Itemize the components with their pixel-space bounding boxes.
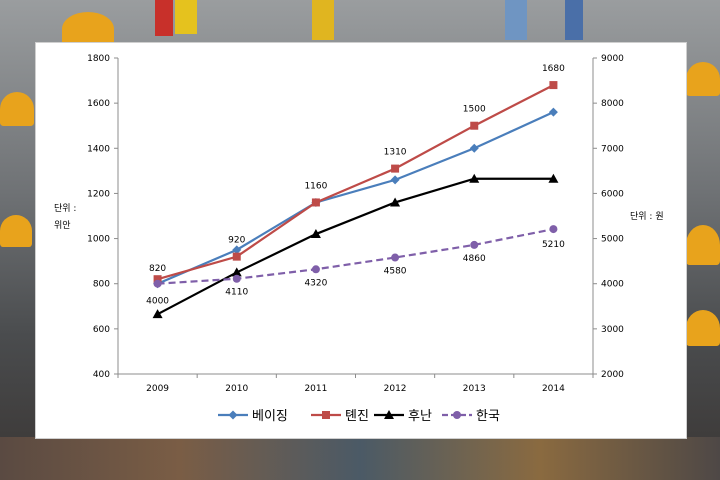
- series-2-data-label: 1500: [463, 105, 486, 115]
- left-tick-label: 1200: [87, 189, 110, 199]
- series-3-point: [231, 267, 242, 277]
- right-tick-label: 4000: [601, 280, 624, 290]
- series-1-point: [232, 245, 242, 255]
- series-2-point: [549, 81, 558, 90]
- series-2-point: [311, 198, 320, 207]
- series-1-point: [390, 175, 400, 185]
- series-4-data-label: 5210: [542, 240, 565, 250]
- series-3-line: [157, 177, 554, 316]
- series-4-data-label: 4000: [146, 297, 169, 307]
- series-4-line: [157, 228, 554, 285]
- x-tick-label: 2011: [304, 384, 327, 394]
- legend-marker-2: [322, 411, 330, 419]
- background-crowd-bottom: [0, 437, 720, 480]
- background-helmet-left: [62, 12, 114, 46]
- series-2-point: [470, 121, 479, 130]
- series-3-point: [469, 173, 480, 183]
- left-tick-label: 600: [93, 325, 110, 335]
- series-1-point: [548, 107, 558, 117]
- series-3-point: [310, 229, 321, 239]
- chart-panel: 400 600 800 1000 1200 1400 1600 1800 2000 3000 400…: [35, 42, 687, 439]
- background-flag-blue: [505, 0, 527, 40]
- right-axis-unit-label: 단위 : 원: [630, 211, 664, 222]
- series-3-point: [152, 309, 163, 319]
- left-axis-unit-label-2: 위안: [54, 220, 71, 231]
- series-2-data-label: 1680: [542, 64, 565, 74]
- left-tick-label: 1400: [87, 144, 110, 154]
- background-helmet-left-3: [0, 215, 32, 247]
- series-2-data-label: 820: [149, 264, 166, 274]
- series-4-data-label: 4110: [225, 288, 248, 298]
- right-tick-label: 2000: [601, 370, 624, 380]
- series-4-data-label: 4580: [384, 267, 407, 277]
- right-tick-label: 7000: [601, 144, 624, 154]
- right-tick-label: 3000: [601, 325, 624, 335]
- series-2-point: [232, 252, 241, 261]
- left-tick-label: 800: [93, 280, 110, 290]
- series-2-point: [153, 275, 162, 284]
- left-tick-label: 1600: [87, 99, 110, 109]
- x-tick-label: 2009: [146, 384, 169, 394]
- series-3-point: [390, 197, 401, 207]
- series-1-point: [469, 143, 479, 153]
- right-tick-label: 5000: [601, 235, 624, 245]
- left-tick-label: 1800: [87, 54, 110, 64]
- series-4-data-label: 4320: [304, 278, 327, 288]
- series-4-point: [153, 279, 162, 288]
- legend-label-2: 톈진: [345, 409, 369, 424]
- series-4-point: [391, 253, 400, 262]
- series-2-data-label: 920: [228, 236, 245, 246]
- x-tick-label: 2012: [384, 384, 407, 394]
- left-tick-label: 400: [93, 370, 110, 380]
- x-tick-label: 2013: [463, 384, 486, 394]
- series-1-line: [157, 111, 554, 285]
- background-flag-yellow: [175, 0, 197, 34]
- background-flag-blue-2: [565, 0, 583, 40]
- legend-marker-3: [384, 410, 394, 419]
- series-2-data-label: 1310: [384, 148, 407, 158]
- right-tick-label: 9000: [601, 54, 624, 64]
- background-helmet-right: [686, 62, 720, 96]
- legend-label-4: 한국: [476, 409, 500, 424]
- right-tick-label: 8000: [601, 99, 624, 109]
- series-2-data-label: 1160: [304, 181, 327, 191]
- series-4-point: [470, 240, 479, 249]
- x-tick-label: 2010: [225, 384, 248, 394]
- left-tick-label: 1000: [87, 235, 110, 245]
- line-chart: 400 600 800 1000 1200 1400 1600 1800 2000 3000 400…: [54, 54, 664, 424]
- legend-marker-4: [453, 411, 461, 419]
- series-2-line: [157, 84, 554, 281]
- background-helmet-left-2: [0, 92, 34, 126]
- series-2-point: [391, 164, 400, 173]
- legend-marker-1: [228, 410, 238, 420]
- right-tick-label: 6000: [601, 189, 624, 199]
- background-helmet-right-3: [686, 310, 720, 346]
- left-axis-unit-label: 단위 :: [54, 203, 76, 214]
- x-tick-label: 2014: [542, 384, 565, 394]
- series-3-point: [548, 173, 559, 183]
- legend-label-1: 베이징: [252, 409, 288, 424]
- series-4-data-label: 4860: [463, 254, 486, 264]
- background-flag-yellow-2: [312, 0, 334, 40]
- background-helmet-right-2: [686, 225, 720, 265]
- series-4-point: [549, 225, 558, 234]
- background-flag-red: [155, 0, 173, 36]
- series-4-point: [311, 265, 320, 274]
- legend-label-3: 후난: [408, 409, 432, 424]
- series-4-point: [232, 274, 241, 283]
